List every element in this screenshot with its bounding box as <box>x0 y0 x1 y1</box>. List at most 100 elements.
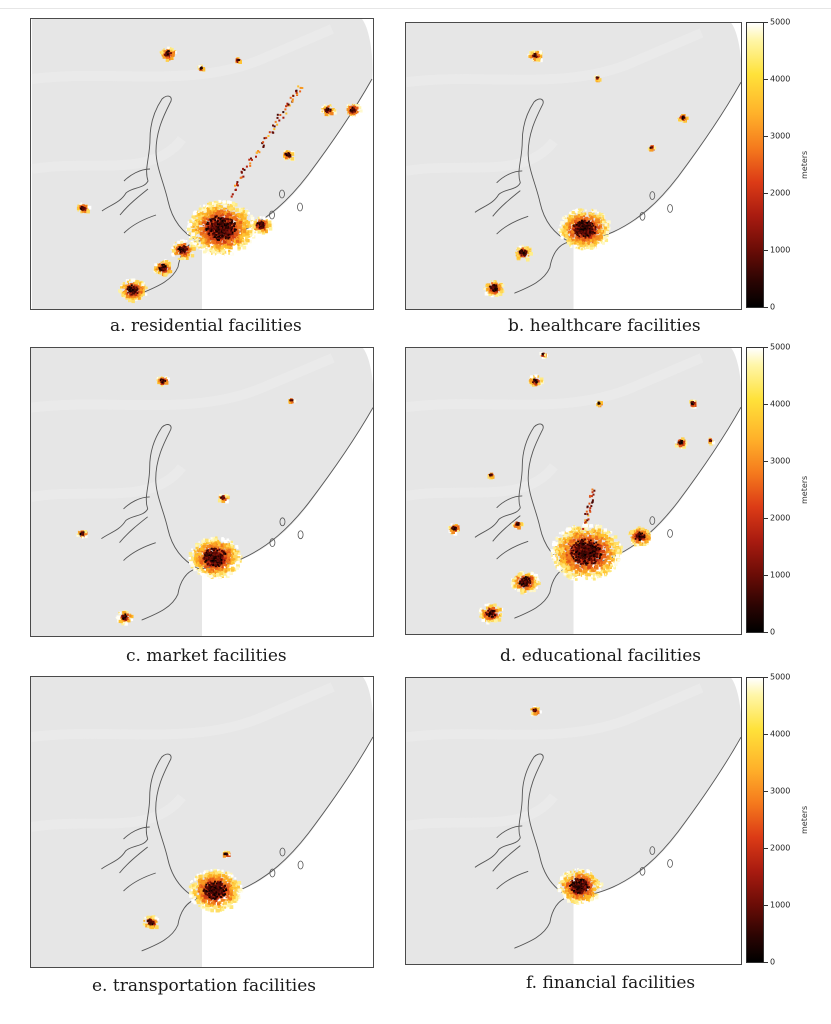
accessibility-cluster <box>76 202 92 214</box>
estuary <box>101 753 199 900</box>
colorbar-tick-label: 4000 <box>770 399 791 409</box>
land-area <box>406 23 741 309</box>
island <box>297 530 304 540</box>
accessibility-cluster <box>515 244 533 262</box>
map-panel-e <box>30 676 374 968</box>
accessibility-cluster <box>677 114 689 123</box>
colorbar-tick <box>764 347 768 348</box>
colorbar-tick <box>764 404 768 405</box>
coastline <box>514 736 741 949</box>
colorbar-tick-label: 2000 <box>770 843 791 853</box>
colorbar-tick-label: 5000 <box>770 17 791 27</box>
colorbar-gradient <box>746 22 764 308</box>
accessibility-cluster <box>527 50 543 63</box>
colorbar-tick-label: 1000 <box>770 245 791 255</box>
colorbar-tick <box>764 22 768 23</box>
colorbar-tick <box>764 136 768 137</box>
accessibility-cluster <box>447 523 460 536</box>
colorbar-tick-label: 4000 <box>770 74 791 84</box>
land-area <box>31 348 373 636</box>
main-city-cluster <box>186 199 257 257</box>
accessibility-cluster <box>142 914 160 930</box>
accessibility-cluster <box>483 280 505 298</box>
island <box>639 866 646 876</box>
colorbar-gradient <box>746 677 764 963</box>
colorbar-tick <box>764 791 768 792</box>
caption-b: b. healthcare facilities <box>508 316 701 336</box>
colorbar-gradient <box>746 347 764 633</box>
estuary <box>474 98 570 243</box>
accessibility-cluster <box>288 398 297 405</box>
caption-f: f. financial facilities <box>526 973 696 993</box>
accessibility-cluster <box>115 610 134 626</box>
map-panel-a <box>30 18 374 310</box>
colorbar-tick <box>764 734 768 735</box>
map-f <box>406 678 741 964</box>
map-panel-d <box>405 347 742 635</box>
caption-e: e. transportation facilities <box>92 976 317 996</box>
accessibility-cluster <box>153 259 173 277</box>
caption-d: d. educational facilities <box>500 646 701 666</box>
accessibility-cluster <box>708 437 716 446</box>
accessibility-cluster <box>510 570 541 595</box>
accessibility-cluster <box>627 526 653 547</box>
map-c <box>31 348 373 636</box>
colorbar-d: 5000 4000 3000 2000 1000 0 meters <box>746 343 809 637</box>
accessibility-cluster <box>283 150 295 162</box>
colorbar-tick-label: 1000 <box>770 570 791 580</box>
accessibility-cluster <box>647 145 657 152</box>
coastline <box>514 81 741 294</box>
island <box>279 847 286 857</box>
colorbar-tick-label: 4000 <box>770 729 791 739</box>
colorbar-tick <box>764 575 768 576</box>
colorbar-tick-label: 3000 <box>770 131 791 141</box>
island <box>269 538 276 548</box>
island <box>649 191 656 200</box>
land-area <box>406 678 741 964</box>
island <box>297 202 303 212</box>
colorbar-tick <box>764 461 768 462</box>
colorbar-tick <box>764 250 768 251</box>
colorbar-tick-label: 2000 <box>770 513 791 523</box>
map-b <box>406 23 741 309</box>
colorbar-tick <box>764 307 768 308</box>
island <box>279 517 286 527</box>
land-area <box>406 348 741 634</box>
road-corridor <box>582 488 596 530</box>
island <box>667 859 673 868</box>
caption-c: c. market facilities <box>126 646 287 666</box>
estuary <box>474 423 570 568</box>
land-area <box>31 677 373 967</box>
main-city-cluster <box>557 208 611 252</box>
coastline <box>514 406 741 619</box>
accessibility-cluster <box>251 216 274 235</box>
island <box>279 189 285 199</box>
map-e <box>31 677 373 967</box>
map-panel-f <box>405 677 742 965</box>
island <box>649 846 656 855</box>
estuary <box>101 95 199 242</box>
colorbar-unit-label: meters <box>800 805 809 834</box>
caption-a: a. residential facilities <box>110 316 302 336</box>
accessibility-cluster <box>595 400 603 408</box>
accessibility-cluster <box>511 521 524 530</box>
accessibility-cluster <box>222 850 231 859</box>
colorbar-tick <box>764 962 768 963</box>
island <box>667 529 673 538</box>
colorbar-unit-label: meters <box>800 150 809 179</box>
colorbar-tick-label: 0 <box>770 627 776 637</box>
accessibility-cluster <box>539 351 548 360</box>
accessibility-cluster <box>487 472 495 480</box>
colorbar-tick-label: 0 <box>770 302 776 312</box>
road-corridor <box>230 85 304 198</box>
colorbar-b: 5000 4000 3000 2000 1000 0 meters <box>746 18 809 312</box>
estuary <box>101 424 199 569</box>
island <box>297 860 304 870</box>
accessibility-cluster <box>593 75 602 83</box>
colorbar-tick-label: 0 <box>770 957 776 967</box>
accessibility-cluster <box>478 603 504 625</box>
main-city-cluster <box>188 536 243 580</box>
colorbar-tick-label: 1000 <box>770 900 791 910</box>
island <box>667 204 673 213</box>
map-panel-b <box>405 22 742 310</box>
